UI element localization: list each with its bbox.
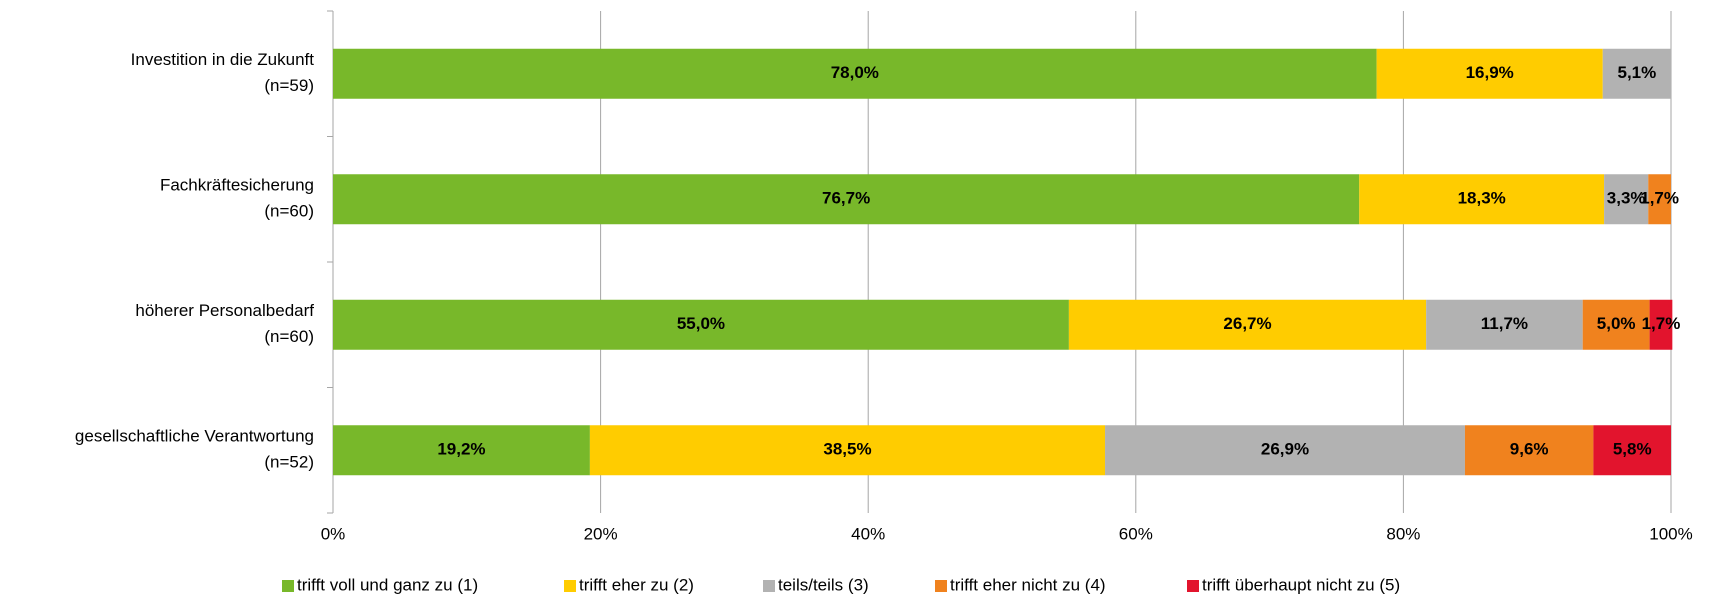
value-label: 1,7% (1640, 189, 1679, 208)
legend-label: trifft eher nicht zu (4) (950, 575, 1106, 594)
value-label: 55,0% (677, 314, 725, 333)
bar-segment (1376, 48, 1603, 99)
legend-swatch (564, 580, 576, 592)
category-label: Investition in die Zukunft (131, 50, 315, 69)
bar-segment (1593, 425, 1671, 476)
category-label: höherer Personalbedarf (135, 301, 314, 320)
bar-segment (1105, 425, 1465, 476)
value-label: 9,6% (1510, 440, 1549, 459)
bar-segment (589, 425, 1106, 476)
value-label: 1,7% (1642, 314, 1681, 333)
category-label: gesellschaftliche Verantwortung (75, 427, 314, 446)
value-label: 11,7% (1481, 314, 1528, 333)
value-label: 3,3% (1607, 189, 1646, 208)
bar-segment (333, 425, 590, 476)
bar-segment (1649, 299, 1673, 350)
value-label: 78,0% (831, 63, 879, 82)
category-label: (n=52) (264, 453, 314, 472)
value-label: 5,1% (1618, 63, 1657, 82)
x-tick-label: 60% (1119, 524, 1153, 543)
bar-segment (1464, 425, 1594, 476)
bar-segment (333, 48, 1377, 99)
value-label: 38,5% (823, 440, 871, 459)
category-label: Fachkräftesicherung (160, 176, 314, 195)
legend-swatch (763, 580, 775, 592)
bar-segment (1359, 174, 1605, 225)
x-tick-label: 80% (1386, 524, 1420, 543)
legend-label: trifft voll und ganz zu (1) (297, 575, 478, 594)
value-label: 5,8% (1613, 440, 1652, 459)
bar-segment (1602, 48, 1671, 99)
bar-segment (333, 299, 1069, 350)
bar-segment (1582, 299, 1650, 350)
bar-segment (333, 174, 1360, 225)
x-tick-label: 0% (321, 524, 346, 543)
category-label: (n=59) (264, 76, 314, 95)
category-label: (n=60) (264, 202, 314, 221)
value-label: 19,2% (437, 440, 485, 459)
legend-swatch (1187, 580, 1199, 592)
value-label: 16,9% (1466, 63, 1514, 82)
legend-label: trifft eher zu (2) (579, 575, 694, 594)
value-label: 5,0% (1597, 314, 1636, 333)
value-label: 76,7% (822, 189, 870, 208)
x-tick-label: 20% (584, 524, 618, 543)
value-label: 26,9% (1261, 440, 1309, 459)
legend-swatch (935, 580, 947, 592)
legend-swatch (282, 580, 294, 592)
bar-segment (1648, 174, 1671, 225)
x-tick-label: 40% (851, 524, 885, 543)
legend-label: trifft überhaupt nicht zu (5) (1202, 575, 1400, 594)
category-label: (n=60) (264, 327, 314, 346)
value-label: 18,3% (1458, 189, 1506, 208)
bar-segment (1604, 174, 1649, 225)
x-tick-label: 100% (1649, 524, 1692, 543)
value-label: 26,7% (1223, 314, 1271, 333)
bar-segment (1426, 299, 1583, 350)
bar-segment (1068, 299, 1427, 350)
legend-label: teils/teils (3) (778, 575, 869, 594)
